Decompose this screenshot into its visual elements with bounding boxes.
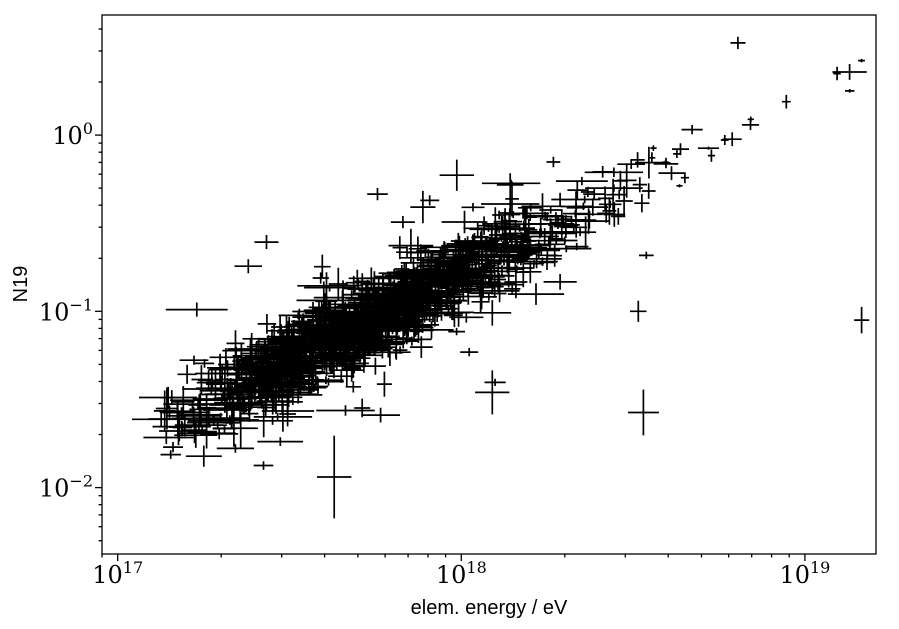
- plot-border: [101, 14, 877, 555]
- y-tick-labels: 100 10−1 10−2: [39, 119, 93, 503]
- x-axis-label: elem. energy / eV: [411, 597, 568, 619]
- y-axis-label: N19: [10, 266, 32, 303]
- error-bars: [132, 36, 870, 519]
- x-tick-label: 1019: [779, 558, 830, 589]
- x-tick-label: 1018: [436, 558, 487, 589]
- error-bar-path: [132, 36, 870, 519]
- y-tick-label: 10−2: [39, 472, 93, 503]
- x-tick-label: 1017: [92, 558, 143, 589]
- x-tick-labels: 1017 1018 1019: [92, 558, 830, 589]
- y-tick-label: 100: [52, 119, 93, 150]
- y-tick-label: 10−1: [39, 295, 93, 326]
